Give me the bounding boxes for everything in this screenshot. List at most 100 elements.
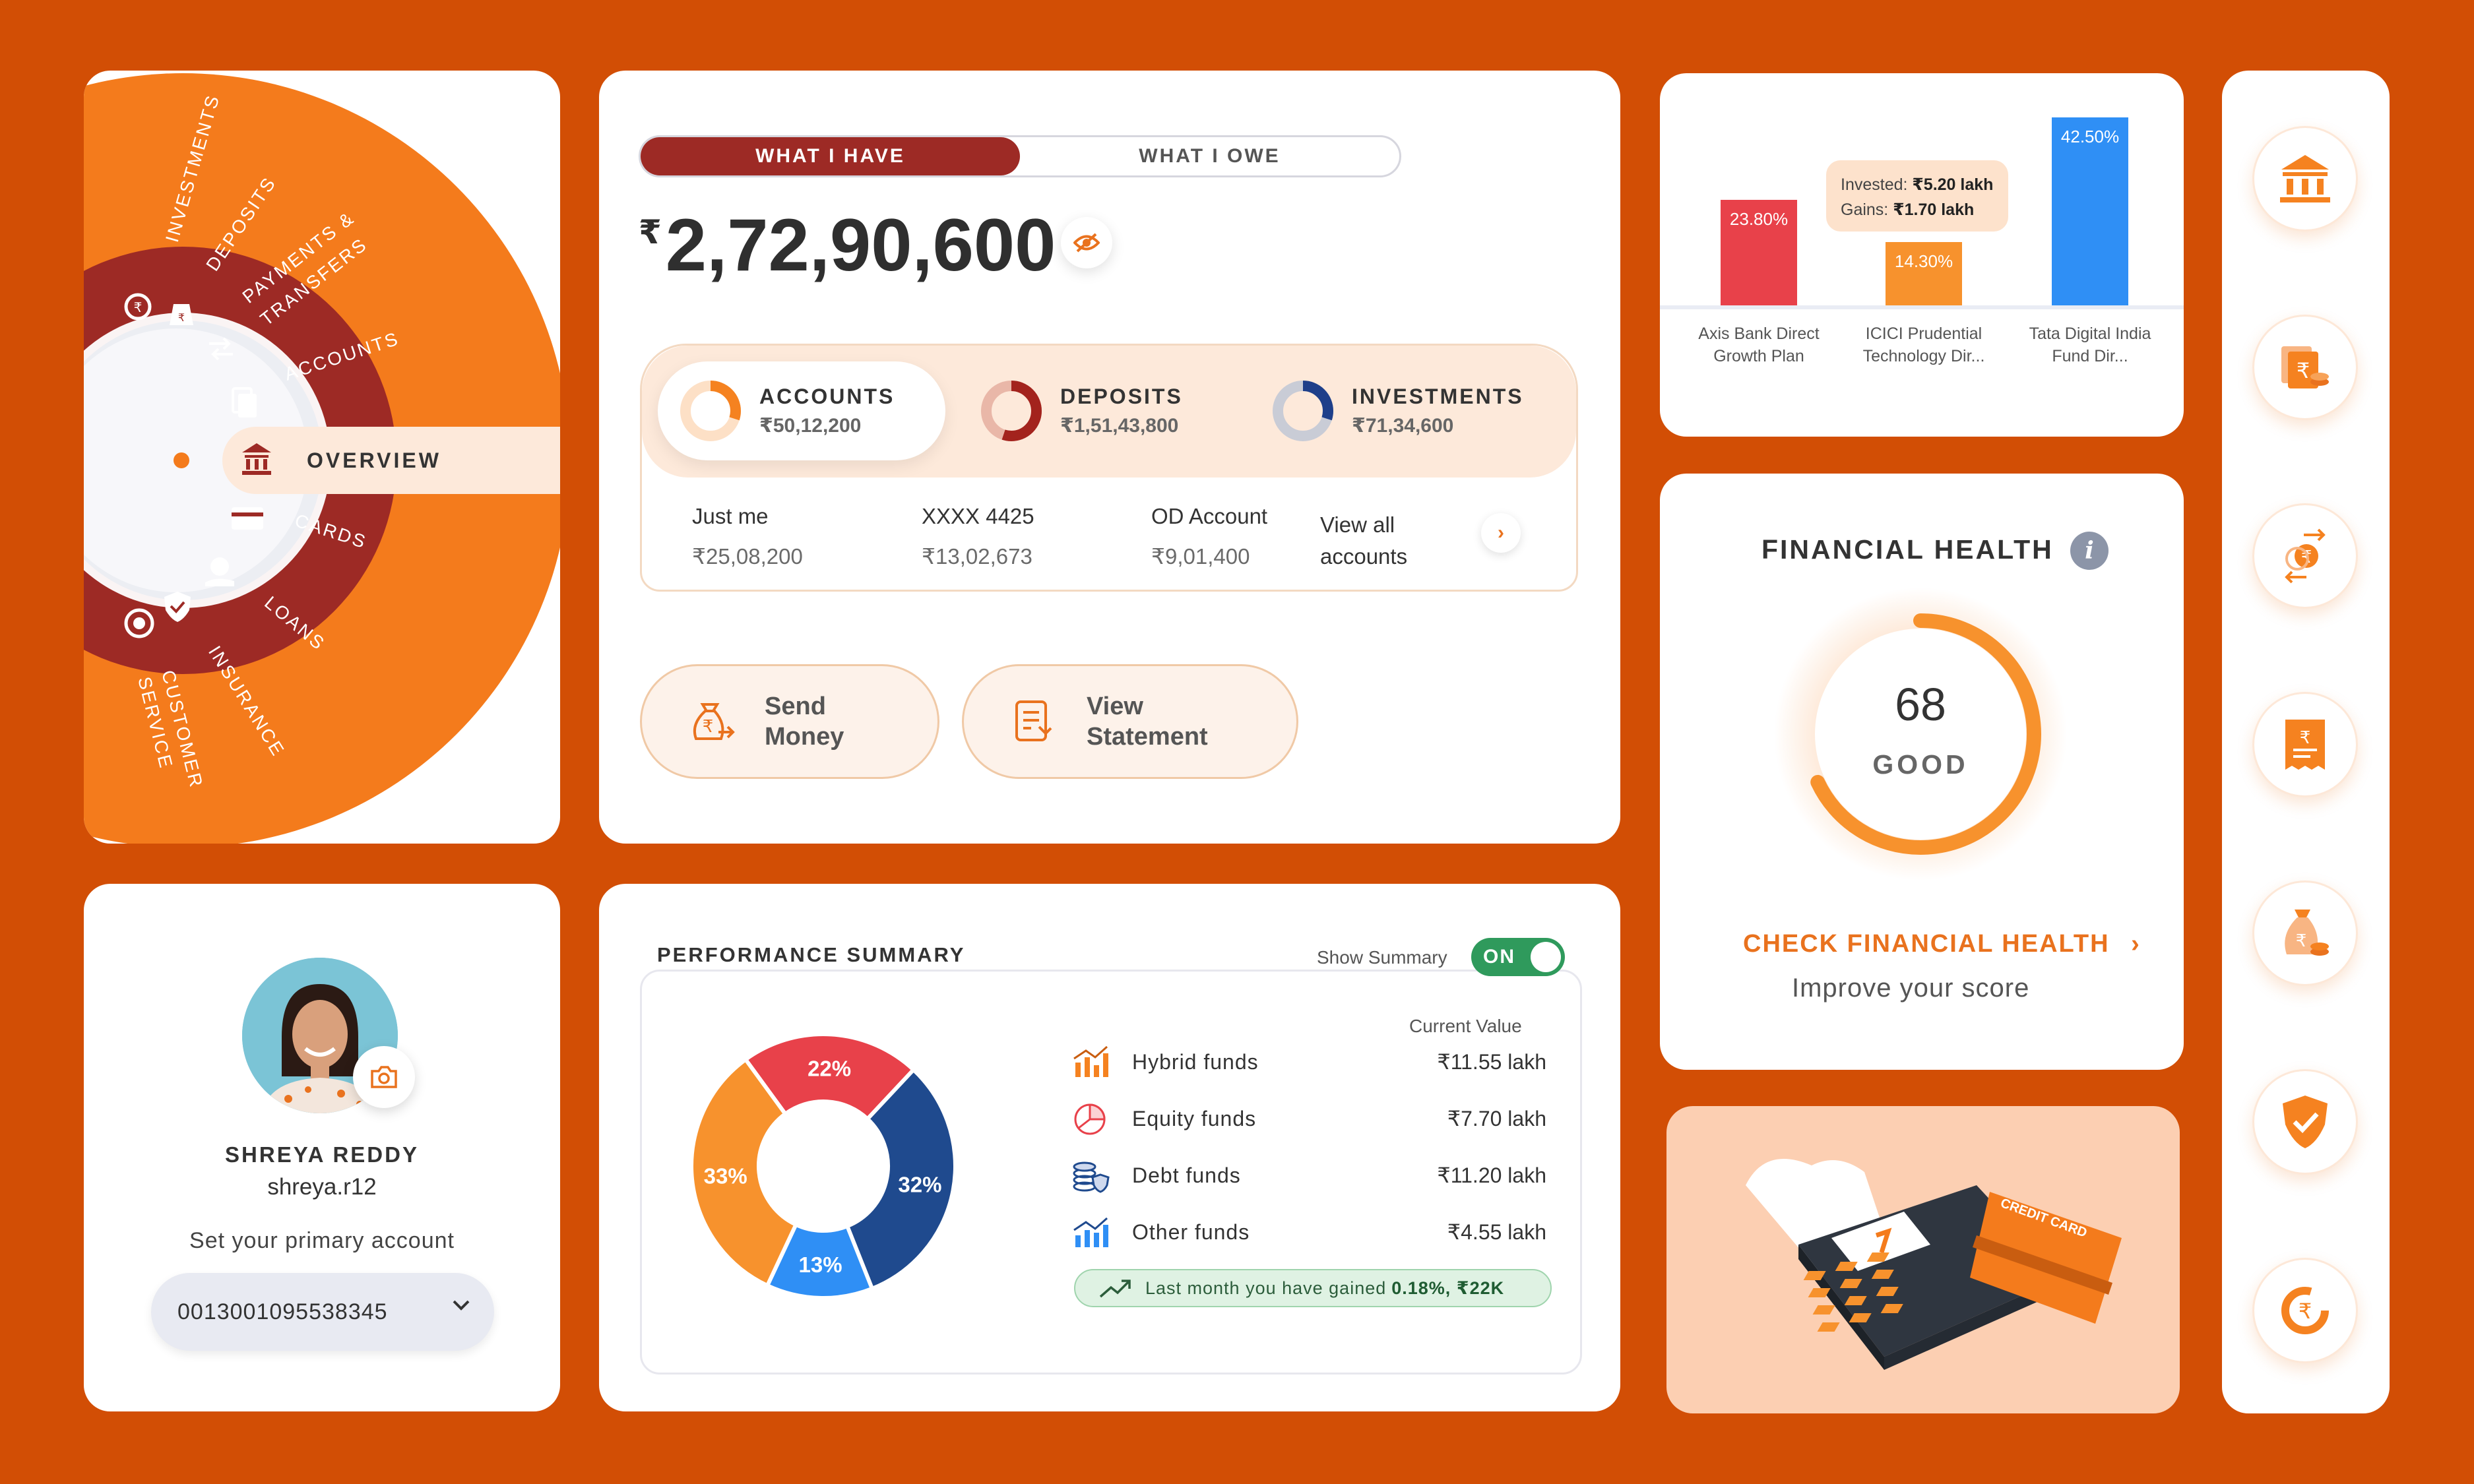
donut-slice[interactable] xyxy=(844,1067,957,1291)
balance-amount: 2,72,90,600 xyxy=(665,204,1056,286)
currency-symbol: ₹ xyxy=(639,214,662,251)
tooltip-gains-label: Gains: xyxy=(1841,201,1889,219)
shield-check-icon xyxy=(2283,1096,2328,1148)
check-financial-health-link[interactable]: CHECK FINANCIAL HEALTH › xyxy=(1743,930,2141,958)
hide-balance-button[interactable] xyxy=(1061,217,1112,268)
currency-exchange-icon: ₹ xyxy=(2285,528,2326,584)
sidebar-deposits-button[interactable]: ₹ xyxy=(2252,315,2358,420)
show-summary-label: Show Summary xyxy=(1317,947,1447,968)
overview-band[interactable] xyxy=(222,427,560,494)
health-status: GOOD xyxy=(1872,749,1969,780)
accounts-doc-icon[interactable] xyxy=(232,387,257,417)
sub-account-name: XXXX 4425 xyxy=(922,504,1034,528)
sub-account-xxxx4425[interactable]: XXXX 4425 ₹13,02,673 xyxy=(922,504,1034,569)
chevron-down-icon xyxy=(453,1300,470,1311)
fund-row-hybrid[interactable]: Hybrid funds ₹11.55 lakh xyxy=(1071,1042,1546,1082)
category-amount: ₹1,51,43,800 xyxy=(1060,415,1179,437)
fund-bar[interactable]: 14.30% xyxy=(1886,242,1962,305)
tab-what-i-have[interactable]: WHAT I HAVE xyxy=(641,137,1020,175)
change-photo-button[interactable] xyxy=(353,1046,415,1108)
card-icon[interactable] xyxy=(232,507,263,530)
performance-panel xyxy=(640,970,1582,1375)
fund-bar-category: Tata Digital India Fund Dir... xyxy=(2029,325,2151,365)
fund-row-equity[interactable]: Equity funds ₹7.70 lakh xyxy=(1071,1099,1546,1138)
rupee-cycle-icon: ₹ xyxy=(2281,1287,2329,1334)
fund-bar[interactable]: 23.80% xyxy=(1721,200,1797,305)
rupee-stack-icon: ₹ xyxy=(2281,346,2329,388)
view-all-line2: accounts xyxy=(1320,544,1408,569)
sidebar-insurance-button[interactable] xyxy=(2252,1069,2358,1175)
fund-value: ₹11.20 lakh xyxy=(1437,1163,1546,1187)
donut-slice-label: 33% xyxy=(704,1163,747,1188)
sidebar-bills-button[interactable]: ₹ xyxy=(2252,692,2358,797)
total-balance: ₹ 2,72,90,600 xyxy=(639,202,1056,288)
view-all-arrow-button[interactable]: › xyxy=(1481,513,1521,553)
sub-account-value: ₹9,01,400 xyxy=(1151,544,1250,569)
sub-account-name: Just me xyxy=(692,504,769,528)
eye-slash-icon xyxy=(1073,233,1100,253)
svg-text:₹: ₹ xyxy=(178,311,185,324)
fund-row-debt[interactable]: Debt funds ₹11.20 lakh xyxy=(1071,1156,1546,1195)
insurance-shield-icon[interactable] xyxy=(164,592,191,622)
svg-text:₹: ₹ xyxy=(2299,1299,2312,1324)
transfer-arrows-icon[interactable] xyxy=(209,337,233,361)
cta-label: CHECK FINANCIAL HEALTH xyxy=(1743,930,2110,958)
svg-text:₹: ₹ xyxy=(2296,931,2307,951)
category-label: ACCOUNTS xyxy=(759,385,895,408)
customer-service-icon[interactable] xyxy=(124,608,154,638)
profile-card: SHREYA REDDY shreya.r12 Set your primary… xyxy=(84,884,560,1411)
fund-name: Other funds xyxy=(1132,1220,1250,1244)
health-score: 68 xyxy=(1895,679,1946,730)
profile-name: SHREYA REDDY xyxy=(225,1142,419,1167)
donut-slice-label: 13% xyxy=(799,1252,842,1277)
sub-account-od[interactable]: OD Account ₹9,01,400 xyxy=(1151,504,1267,569)
pos-terminal-illustration: CREDIT CARD xyxy=(1746,1159,2122,1370)
donut-slice[interactable] xyxy=(742,1032,916,1122)
card-payment-illustration: CREDIT CARD xyxy=(1666,1106,2180,1413)
sidebar-loans-button[interactable]: ₹ xyxy=(2252,881,2358,986)
loan-hand-icon[interactable] xyxy=(205,557,234,586)
bank-icon xyxy=(2280,155,2330,202)
view-all-accounts-link[interactable]: View all accounts xyxy=(1320,509,1407,572)
pie-chart-icon xyxy=(1074,1103,1106,1135)
sidebar-transfer-button[interactable]: ₹ xyxy=(2252,503,2358,609)
navigation-wheel: ₹ ₹ xyxy=(84,71,560,844)
category-investments[interactable]: INVESTMENTS ₹71,34,600 xyxy=(1270,361,1560,460)
view-statement-button[interactable]: View Statement xyxy=(962,664,1298,779)
bar-axis xyxy=(1660,305,2184,309)
gain-text: Last month you have gained xyxy=(1145,1278,1387,1298)
primary-account-select[interactable]: 0013001095538345 xyxy=(151,1273,494,1351)
coins-shield-icon xyxy=(1073,1161,1110,1193)
wheel-label-overview[interactable]: OVERVIEW xyxy=(307,448,441,472)
camera-icon xyxy=(371,1066,397,1088)
trend-up-icon xyxy=(1099,1280,1131,1298)
show-summary-toggle[interactable]: ON xyxy=(1471,938,1565,976)
deposit-bag-icon[interactable]: ₹ xyxy=(170,304,193,325)
sidebar-investments-button[interactable]: ₹ xyxy=(2252,1258,2358,1363)
chevron-right-icon: › xyxy=(2131,930,2141,958)
sub-account-just-me[interactable]: Just me ₹25,08,200 xyxy=(692,504,803,569)
category-accounts[interactable]: ACCOUNTS ₹50,12,200 xyxy=(658,361,945,460)
receipt-icon: ₹ xyxy=(2285,720,2325,770)
fund-allocation-donut: 22% 32% 13% 33% xyxy=(689,1032,957,1300)
send-money-button[interactable]: ₹ Send Money xyxy=(640,664,939,779)
donut-slice[interactable] xyxy=(689,1057,799,1289)
view-statement-label: View Statement xyxy=(1087,693,1208,751)
sidebar-bank-button[interactable] xyxy=(2252,126,2358,232)
category-deposits[interactable]: DEPOSITS ₹1,51,43,800 xyxy=(978,361,1229,460)
category-label: DEPOSITS xyxy=(1060,385,1183,408)
tab-what-i-owe[interactable]: WHAT I OWE xyxy=(1139,145,1281,167)
have-owe-toggle: WHAT I HAVE WHAT I OWE xyxy=(639,135,1401,177)
donut-slice-label: 32% xyxy=(898,1173,941,1197)
statement-icon xyxy=(1015,700,1052,741)
investment-cycle-icon[interactable]: ₹ xyxy=(124,293,152,321)
gain-value: 0.18%, ₹22K xyxy=(1391,1278,1505,1298)
chevron-right-icon: › xyxy=(1498,522,1504,543)
bank-icon[interactable] xyxy=(242,443,271,475)
fund-row-other[interactable]: Other funds ₹4.55 lakh xyxy=(1071,1212,1546,1252)
monthly-gain-banner: Last month you have gained 0.18%, ₹22K xyxy=(1074,1269,1552,1307)
info-icon[interactable]: i xyxy=(2070,532,2109,570)
current-value-header: Current Value xyxy=(1409,1016,1522,1036)
fund-bar[interactable]: 42.50% xyxy=(2052,117,2128,305)
donut-slice-label: 22% xyxy=(808,1056,851,1080)
